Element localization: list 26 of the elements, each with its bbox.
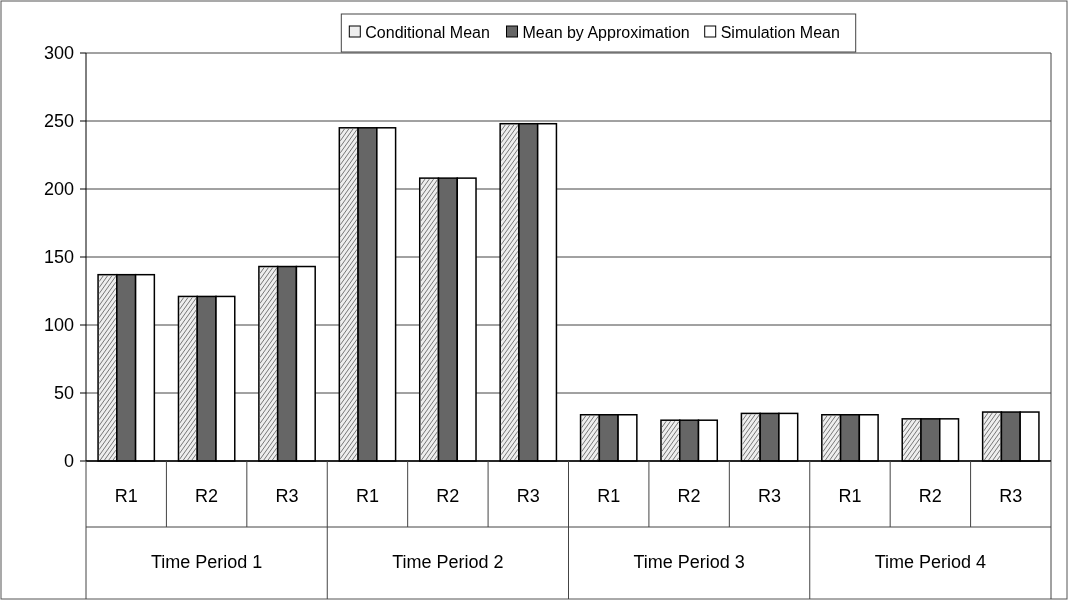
x-tick-label: R2 (436, 486, 460, 507)
y-tick-label: 50 (53, 383, 74, 404)
x-tick-label: R1 (838, 486, 862, 507)
y-tick-label: 300 (43, 43, 74, 64)
text: Time Period 4 (874, 552, 987, 573)
x-tick-label: R3 (999, 486, 1023, 507)
y-tick-label: 100 (43, 315, 74, 336)
x-tick-label: R3 (758, 486, 782, 507)
x-tick-label: R2 (918, 486, 942, 507)
y-tick-label: 0 (63, 451, 74, 472)
text: Time Period 3 (633, 552, 745, 573)
x-tick-label: R3 (516, 486, 540, 507)
legend-label: Simulation Mean (720, 23, 840, 41)
legend-label: Mean by Approximation (522, 23, 690, 41)
text: Time Period 1 (150, 552, 263, 573)
y-tick-label: 250 (43, 111, 74, 132)
x-tick-label: R1 (114, 486, 138, 507)
x-tick-label: R3 (275, 486, 299, 507)
text: Time Period 2 (392, 552, 504, 573)
x-tick-label: R2 (677, 486, 701, 507)
legend-label: Conditional Mean (365, 23, 490, 41)
x-tick-label: R1 (355, 486, 379, 507)
y-tick-label: 150 (43, 247, 74, 268)
x-tick-label: R1 (597, 486, 621, 507)
x-tick-label: R2 (195, 486, 219, 507)
y-tick-label: 200 (43, 179, 74, 200)
